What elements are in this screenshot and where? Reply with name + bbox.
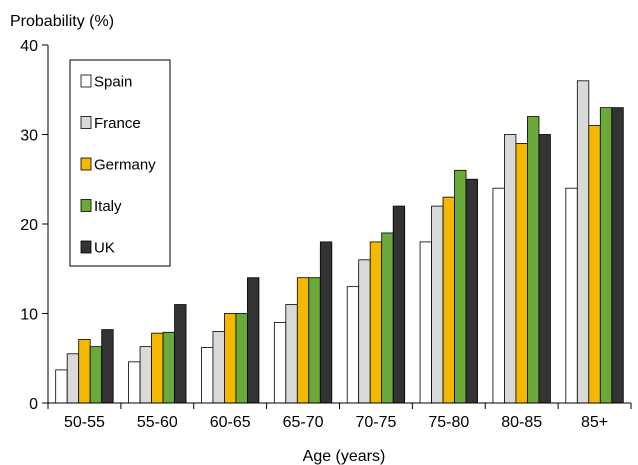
- bar-france-65-70: [285, 304, 298, 404]
- legend-swatch-france: [80, 116, 92, 129]
- bar-france-50-55: [66, 353, 80, 404]
- bar-italy-70-75: [381, 232, 394, 404]
- legend-label-spain: Spain: [94, 74, 132, 91]
- bar-spain-50-55: [55, 369, 68, 404]
- bar-uk-65-70: [319, 241, 333, 404]
- bar-germany-55-60: [151, 332, 164, 404]
- y-tick-label: 30: [20, 128, 38, 145]
- legend-label-france: France: [94, 115, 141, 132]
- legend-swatch-germany: [80, 157, 92, 171]
- bar-germany-70-75: [369, 241, 383, 404]
- legend-swatch-spain: [80, 74, 92, 88]
- x-axis-title: Age (years): [303, 448, 386, 465]
- bar-spain-65-70: [273, 322, 287, 404]
- legend-label-italy: Italy: [94, 198, 122, 215]
- x-tick-label: 55-60: [137, 414, 178, 431]
- bar-spain-80-85: [492, 187, 505, 404]
- x-tick-label: 60-65: [210, 414, 251, 431]
- bar-italy-55-60: [162, 331, 175, 404]
- bar-spain-75-80: [419, 241, 432, 404]
- x-tick-label: 80-85: [501, 414, 542, 431]
- bar-uk-70-75: [392, 205, 406, 404]
- legend-label-uk: UK: [94, 240, 115, 257]
- bar-uk-55-60: [174, 304, 187, 404]
- x-tick-label: 75-80: [428, 414, 469, 431]
- bar-germany-75-80: [442, 196, 455, 404]
- bar-italy-85+: [599, 107, 613, 404]
- bar-france-60-65: [212, 330, 225, 404]
- y-tick-label: 40: [20, 38, 38, 55]
- bar-france-55-60: [139, 346, 152, 404]
- bar-germany-85+: [588, 125, 601, 404]
- legend-label-germany: Germany: [94, 157, 156, 174]
- bar-france-75-80: [431, 205, 444, 404]
- x-tick-label: 85+: [581, 414, 608, 431]
- bar-spain-60-65: [201, 347, 214, 404]
- x-tick-label: 65-70: [283, 414, 324, 431]
- x-tick-label: 70-75: [355, 414, 396, 431]
- bars-group: [55, 80, 624, 404]
- bar-uk-75-80: [465, 178, 478, 404]
- bar-italy-65-70: [308, 277, 321, 404]
- x-tick-label: 50-55: [64, 414, 105, 431]
- legend-swatch-italy: [80, 199, 92, 212]
- bar-italy-75-80: [454, 169, 467, 404]
- axes-group: 0 10 20 30 40 50-55 55-60 60-65 65-70 70-75 75-80 8…: [20, 38, 632, 431]
- bar-italy-60-65: [235, 313, 248, 404]
- y-tick-label: 10: [20, 307, 38, 324]
- bar-spain-55-60: [128, 361, 141, 404]
- legend: Spain France Germany Italy UK: [69, 59, 171, 267]
- bar-france-70-75: [358, 259, 371, 404]
- legend-swatch-uk: [80, 240, 92, 254]
- y-tick-label: 0: [29, 396, 38, 413]
- bar-uk-60-65: [247, 277, 260, 404]
- bar-italy-80-85: [527, 116, 540, 404]
- bar-uk-85+: [611, 107, 624, 404]
- y-tick-label: 20: [20, 217, 38, 234]
- bar-france-85+: [576, 80, 590, 404]
- bar-spain-70-75: [346, 286, 360, 404]
- bar-germany-65-70: [296, 277, 310, 404]
- bar-uk-80-85: [538, 134, 551, 404]
- bar-uk-50-55: [101, 329, 114, 404]
- y-axis-title: Probability (%): [10, 13, 114, 30]
- bar-france-80-85: [504, 134, 517, 404]
- bar-germany-60-65: [224, 313, 237, 404]
- bar-germany-50-55: [78, 339, 91, 404]
- bar-germany-80-85: [515, 143, 528, 404]
- bar-spain-85+: [565, 187, 578, 404]
- bar-italy-50-55: [89, 346, 103, 404]
